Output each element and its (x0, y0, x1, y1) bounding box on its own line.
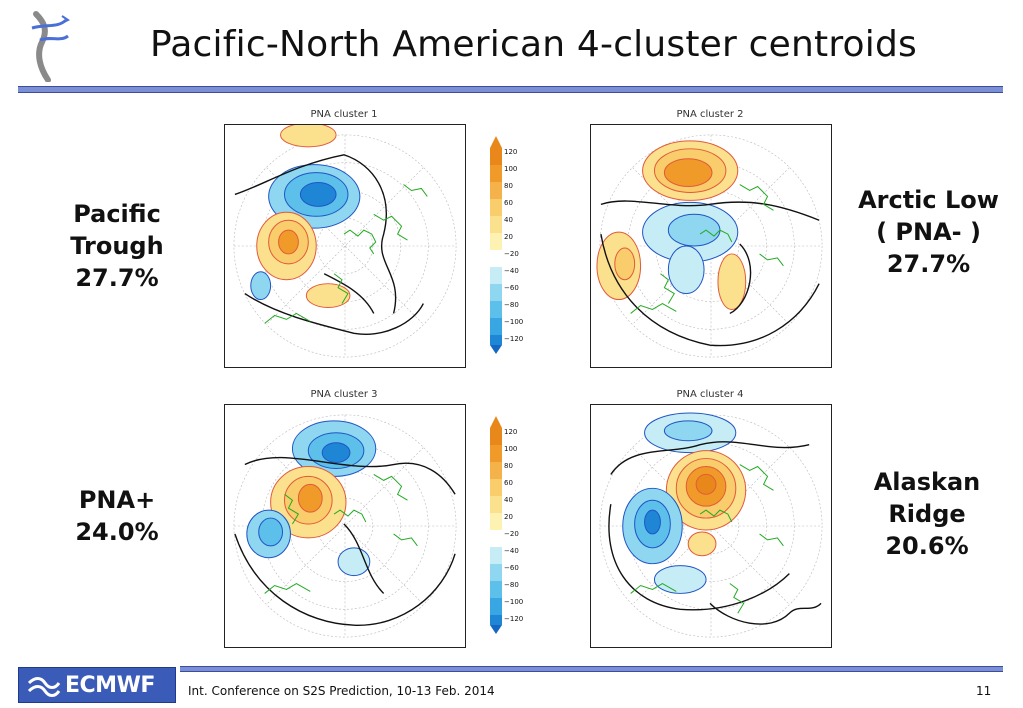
panel-title-1: PNA cluster 1 (310, 109, 378, 120)
page-number: 11 (976, 684, 992, 698)
map-cluster-1 (224, 124, 466, 368)
colorbar-1: 120 100 80 60 40 20 −20 −40 −60 −80 −100 −120 (490, 136, 523, 354)
svg-text:80: 80 (504, 462, 513, 470)
svg-text:−40: −40 (504, 547, 519, 555)
ecmwf-logo: ECMWF (18, 667, 176, 703)
svg-text:20: 20 (504, 513, 513, 521)
cluster-4-label: Alaskan Ridge 20.6% (873, 468, 981, 560)
svg-text:−20: −20 (504, 530, 519, 538)
svg-text:40: 40 (504, 496, 513, 504)
ecmwf-logo-text: ECMWF (65, 673, 155, 698)
header-divider (18, 86, 1003, 93)
svg-text:−40: −40 (504, 267, 519, 275)
svg-text:−80: −80 (504, 581, 519, 589)
svg-text:−120: −120 (504, 615, 523, 623)
svg-text:40: 40 (504, 216, 513, 224)
svg-text:−100: −100 (504, 598, 523, 606)
map-cluster-3 (224, 404, 466, 648)
svg-text:−100: −100 (504, 318, 523, 326)
map-cluster-4 (590, 404, 832, 648)
svg-text:−60: −60 (504, 564, 519, 572)
svg-text:60: 60 (504, 199, 513, 207)
panel-title-3: PNA cluster 3 (310, 389, 378, 400)
slide-title: Pacific-North American 4-cluster centroi… (150, 24, 917, 65)
svg-text:60: 60 (504, 479, 513, 487)
svg-text:20: 20 (504, 233, 513, 241)
colorbar-2: 120 100 80 60 40 20 −20 −40 −60 −80 −100 −120 (490, 416, 523, 634)
panel-title-4: PNA cluster 4 (676, 389, 744, 400)
cluster-1-label: Pacific Trough 27.7% (70, 200, 164, 292)
panel-title-2: PNA cluster 2 (676, 109, 744, 120)
svg-text:−120: −120 (504, 335, 523, 343)
svg-text:−60: −60 (504, 284, 519, 292)
svg-text:120: 120 (504, 148, 517, 156)
cluster-3-label: PNA+ 24.0% (75, 486, 159, 546)
conference-logo (31, 11, 70, 82)
footer-divider (180, 666, 1003, 672)
svg-text:100: 100 (504, 165, 517, 173)
svg-text:−20: −20 (504, 250, 519, 258)
svg-text:100: 100 (504, 445, 517, 453)
footer-text: Int. Conference on S2S Prediction, 10-13… (188, 684, 495, 698)
svg-text:120: 120 (504, 428, 517, 436)
map-cluster-2 (590, 124, 832, 368)
cluster-2-label: Arctic Low ( PNA- ) 27.7% (858, 186, 999, 278)
ecmwf-wave-icon (27, 677, 61, 697)
svg-text:80: 80 (504, 182, 513, 190)
svg-text:−80: −80 (504, 301, 519, 309)
